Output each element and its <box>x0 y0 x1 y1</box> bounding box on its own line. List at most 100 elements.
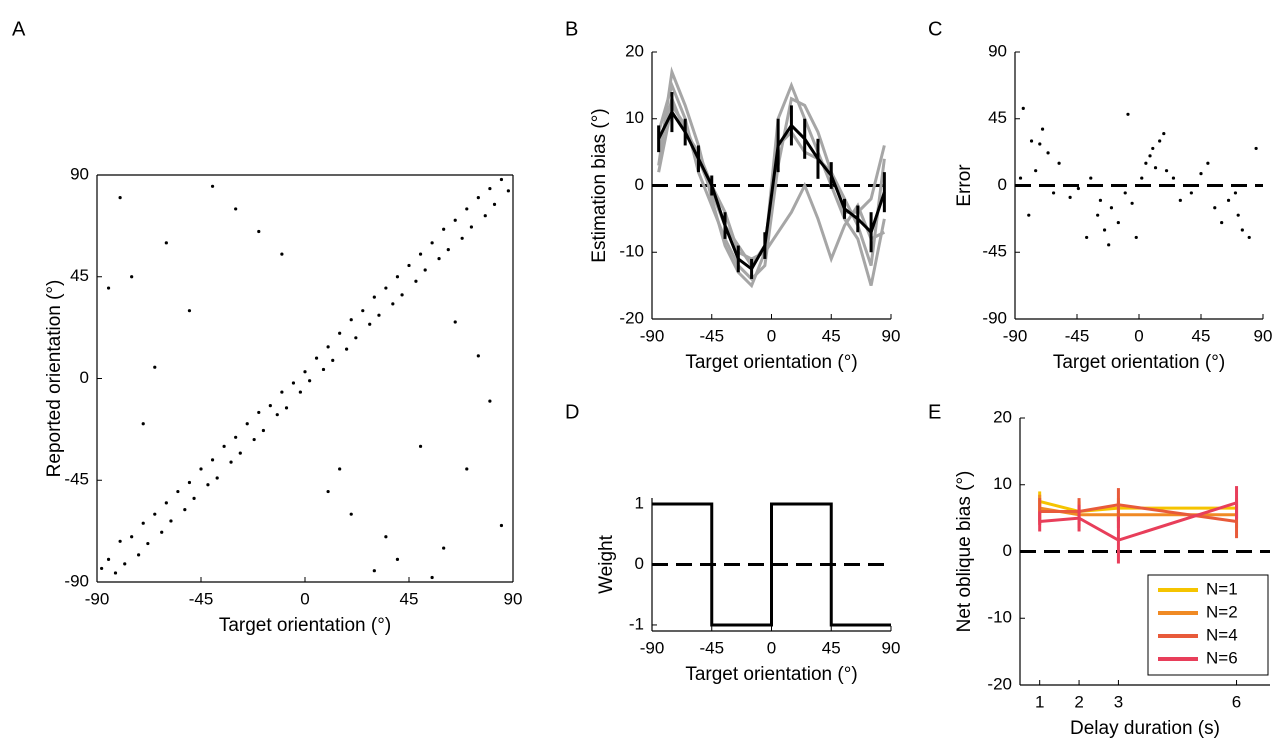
point <box>418 444 423 448</box>
point <box>153 365 157 369</box>
y-tick-label: 1 <box>635 494 644 513</box>
point <box>354 336 358 340</box>
point <box>187 309 192 313</box>
point <box>257 229 261 234</box>
point <box>1038 142 1042 146</box>
point <box>1206 161 1210 165</box>
point <box>215 476 219 480</box>
point <box>384 286 388 290</box>
x-tick-label: -90 <box>1003 326 1028 345</box>
point <box>284 406 289 410</box>
point <box>1158 139 1162 143</box>
point <box>442 227 446 231</box>
x-tick-label: -45 <box>189 589 214 608</box>
y-tick-label: 20 <box>625 41 644 60</box>
point <box>321 367 326 372</box>
y-tick-label: 90 <box>988 41 1007 60</box>
point <box>338 467 342 471</box>
point <box>1134 235 1138 240</box>
point <box>446 248 450 252</box>
y-tick-label: 20 <box>993 407 1012 426</box>
x-tick-label: 45 <box>1192 326 1211 345</box>
point <box>488 186 492 191</box>
series-line <box>657 109 886 272</box>
point <box>1247 235 1251 240</box>
point <box>1130 201 1134 205</box>
point <box>1254 146 1258 151</box>
point <box>118 196 122 200</box>
y-axis-label: Error <box>954 164 975 207</box>
point <box>338 331 342 335</box>
point <box>298 390 302 394</box>
point <box>106 557 111 561</box>
point <box>368 322 372 326</box>
point <box>160 530 164 534</box>
point <box>331 358 335 363</box>
point <box>1226 198 1231 202</box>
x-tick-label: 90 <box>882 638 901 657</box>
point <box>377 313 381 317</box>
legend-label: N=6 <box>1206 648 1238 667</box>
point <box>469 225 473 229</box>
point <box>395 557 400 561</box>
point <box>395 275 400 279</box>
point <box>1018 176 1023 180</box>
point <box>118 539 122 543</box>
point <box>176 489 180 494</box>
point <box>234 435 238 439</box>
series-line <box>657 66 886 289</box>
point <box>384 535 388 539</box>
point <box>488 399 492 403</box>
point <box>372 295 376 299</box>
point <box>418 252 423 256</box>
x-tick-label: -45 <box>1065 326 1090 345</box>
point <box>106 286 111 290</box>
point <box>1021 106 1025 110</box>
y-tick-label: 10 <box>625 108 644 127</box>
point <box>1085 235 1089 240</box>
point <box>192 496 196 500</box>
x-tick-label: 90 <box>504 589 523 608</box>
point <box>1057 161 1061 165</box>
point <box>499 177 504 182</box>
y-axis-label: Net oblique bias (°) <box>954 471 975 633</box>
point <box>137 553 141 557</box>
point <box>361 309 365 313</box>
point <box>460 236 464 240</box>
legend-label: N=4 <box>1206 625 1238 644</box>
x-axis-label: Target orientation (°) <box>685 352 857 373</box>
y-axis-label: Weight <box>596 534 617 594</box>
x-tick-label: 90 <box>882 326 901 345</box>
point <box>1140 176 1144 180</box>
point <box>1240 228 1244 232</box>
x-tick-label: 0 <box>1134 326 1143 345</box>
point <box>349 318 353 322</box>
point <box>1148 154 1152 158</box>
y-tick-label: -45 <box>64 470 89 489</box>
point <box>476 196 480 200</box>
panel-label: E <box>928 401 941 423</box>
point <box>1220 220 1224 225</box>
point <box>234 207 238 211</box>
point <box>453 320 457 324</box>
point <box>442 546 446 550</box>
point <box>391 302 395 306</box>
x-tick-label: -45 <box>699 638 724 657</box>
point <box>430 241 434 245</box>
point <box>210 458 215 462</box>
point <box>314 356 319 360</box>
point <box>1213 206 1217 210</box>
point <box>123 562 127 566</box>
point <box>238 451 242 455</box>
point <box>1233 191 1238 195</box>
point <box>1189 191 1193 195</box>
y-tick-label: 10 <box>993 474 1012 493</box>
point <box>453 218 457 222</box>
point <box>268 404 272 408</box>
panel-label: D <box>565 401 579 423</box>
point <box>280 390 284 394</box>
point <box>199 467 203 471</box>
point <box>372 569 376 573</box>
y-tick-label: -10 <box>619 242 644 261</box>
